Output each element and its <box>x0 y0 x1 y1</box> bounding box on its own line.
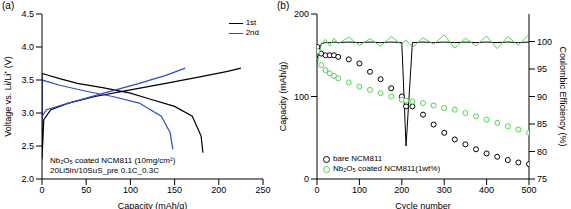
svg-text:150: 150 <box>167 185 182 195</box>
svg-text:0: 0 <box>39 185 44 195</box>
svg-text:500: 500 <box>521 185 536 195</box>
svg-text:Cycle number: Cycle number <box>395 201 451 209</box>
html-text:2nd: 2nd <box>245 28 259 37</box>
svg-text:Voltage vs. Li/Li⁺ (V): Voltage vs. Li/Li⁺ (V) <box>8 56 13 137</box>
svg-text:200: 200 <box>211 185 226 195</box>
svg-text:200: 200 <box>294 9 309 19</box>
svg-text:80: 80 <box>537 147 547 157</box>
svg-text:4.0: 4.0 <box>21 42 34 52</box>
svg-text:2.5: 2.5 <box>21 141 34 151</box>
svg-text:4.5: 4.5 <box>21 9 34 19</box>
html-text:20Li5In/10SuS_pre 0.1C_0.3C: 20Li5In/10SuS_pre 0.1C_0.3C <box>50 166 159 175</box>
svg-text:250: 250 <box>255 185 270 195</box>
svg-text:100: 100 <box>352 185 367 195</box>
svg-text:Capacity (mAh/g): Capacity (mAh/g) <box>118 201 188 209</box>
html-text:Nb₂O₅ coated NCM811(1wt%): Nb₂O₅ coated NCM811(1wt%) <box>333 164 441 173</box>
svg-text:3.0: 3.0 <box>21 108 34 118</box>
svg-text:95: 95 <box>537 64 547 74</box>
svg-text:300: 300 <box>437 185 452 195</box>
svg-text:0: 0 <box>304 174 309 184</box>
svg-text:Capacity (mAh/g): Capacity (mAh/g) <box>278 62 288 132</box>
svg-text:50: 50 <box>81 185 91 195</box>
svg-text:100: 100 <box>123 185 138 195</box>
svg-text:2.0: 2.0 <box>21 174 34 184</box>
html-text:Nb₂O₅ coated NCM811 (10mg/cm²): Nb₂O₅ coated NCM811 (10mg/cm²) <box>50 156 176 165</box>
svg-text:100: 100 <box>537 37 552 47</box>
svg-text:0: 0 <box>314 185 319 195</box>
svg-text:100: 100 <box>294 92 309 102</box>
svg-text:200: 200 <box>394 185 409 195</box>
svg-text:85: 85 <box>537 119 547 129</box>
html-text:(b): (b) <box>277 0 290 11</box>
svg-text:75: 75 <box>537 174 547 184</box>
svg-text:90: 90 <box>537 92 547 102</box>
svg-text:3.5: 3.5 <box>21 75 34 85</box>
html-text:(a): (a) <box>2 0 15 11</box>
html-text:1st: 1st <box>245 18 257 27</box>
html-text:bare NCM811: bare NCM811 <box>333 154 383 163</box>
svg-text:400: 400 <box>479 185 494 195</box>
svg-text:Coulombic Efficiency (%): Coulombic Efficiency (%) <box>558 47 563 147</box>
